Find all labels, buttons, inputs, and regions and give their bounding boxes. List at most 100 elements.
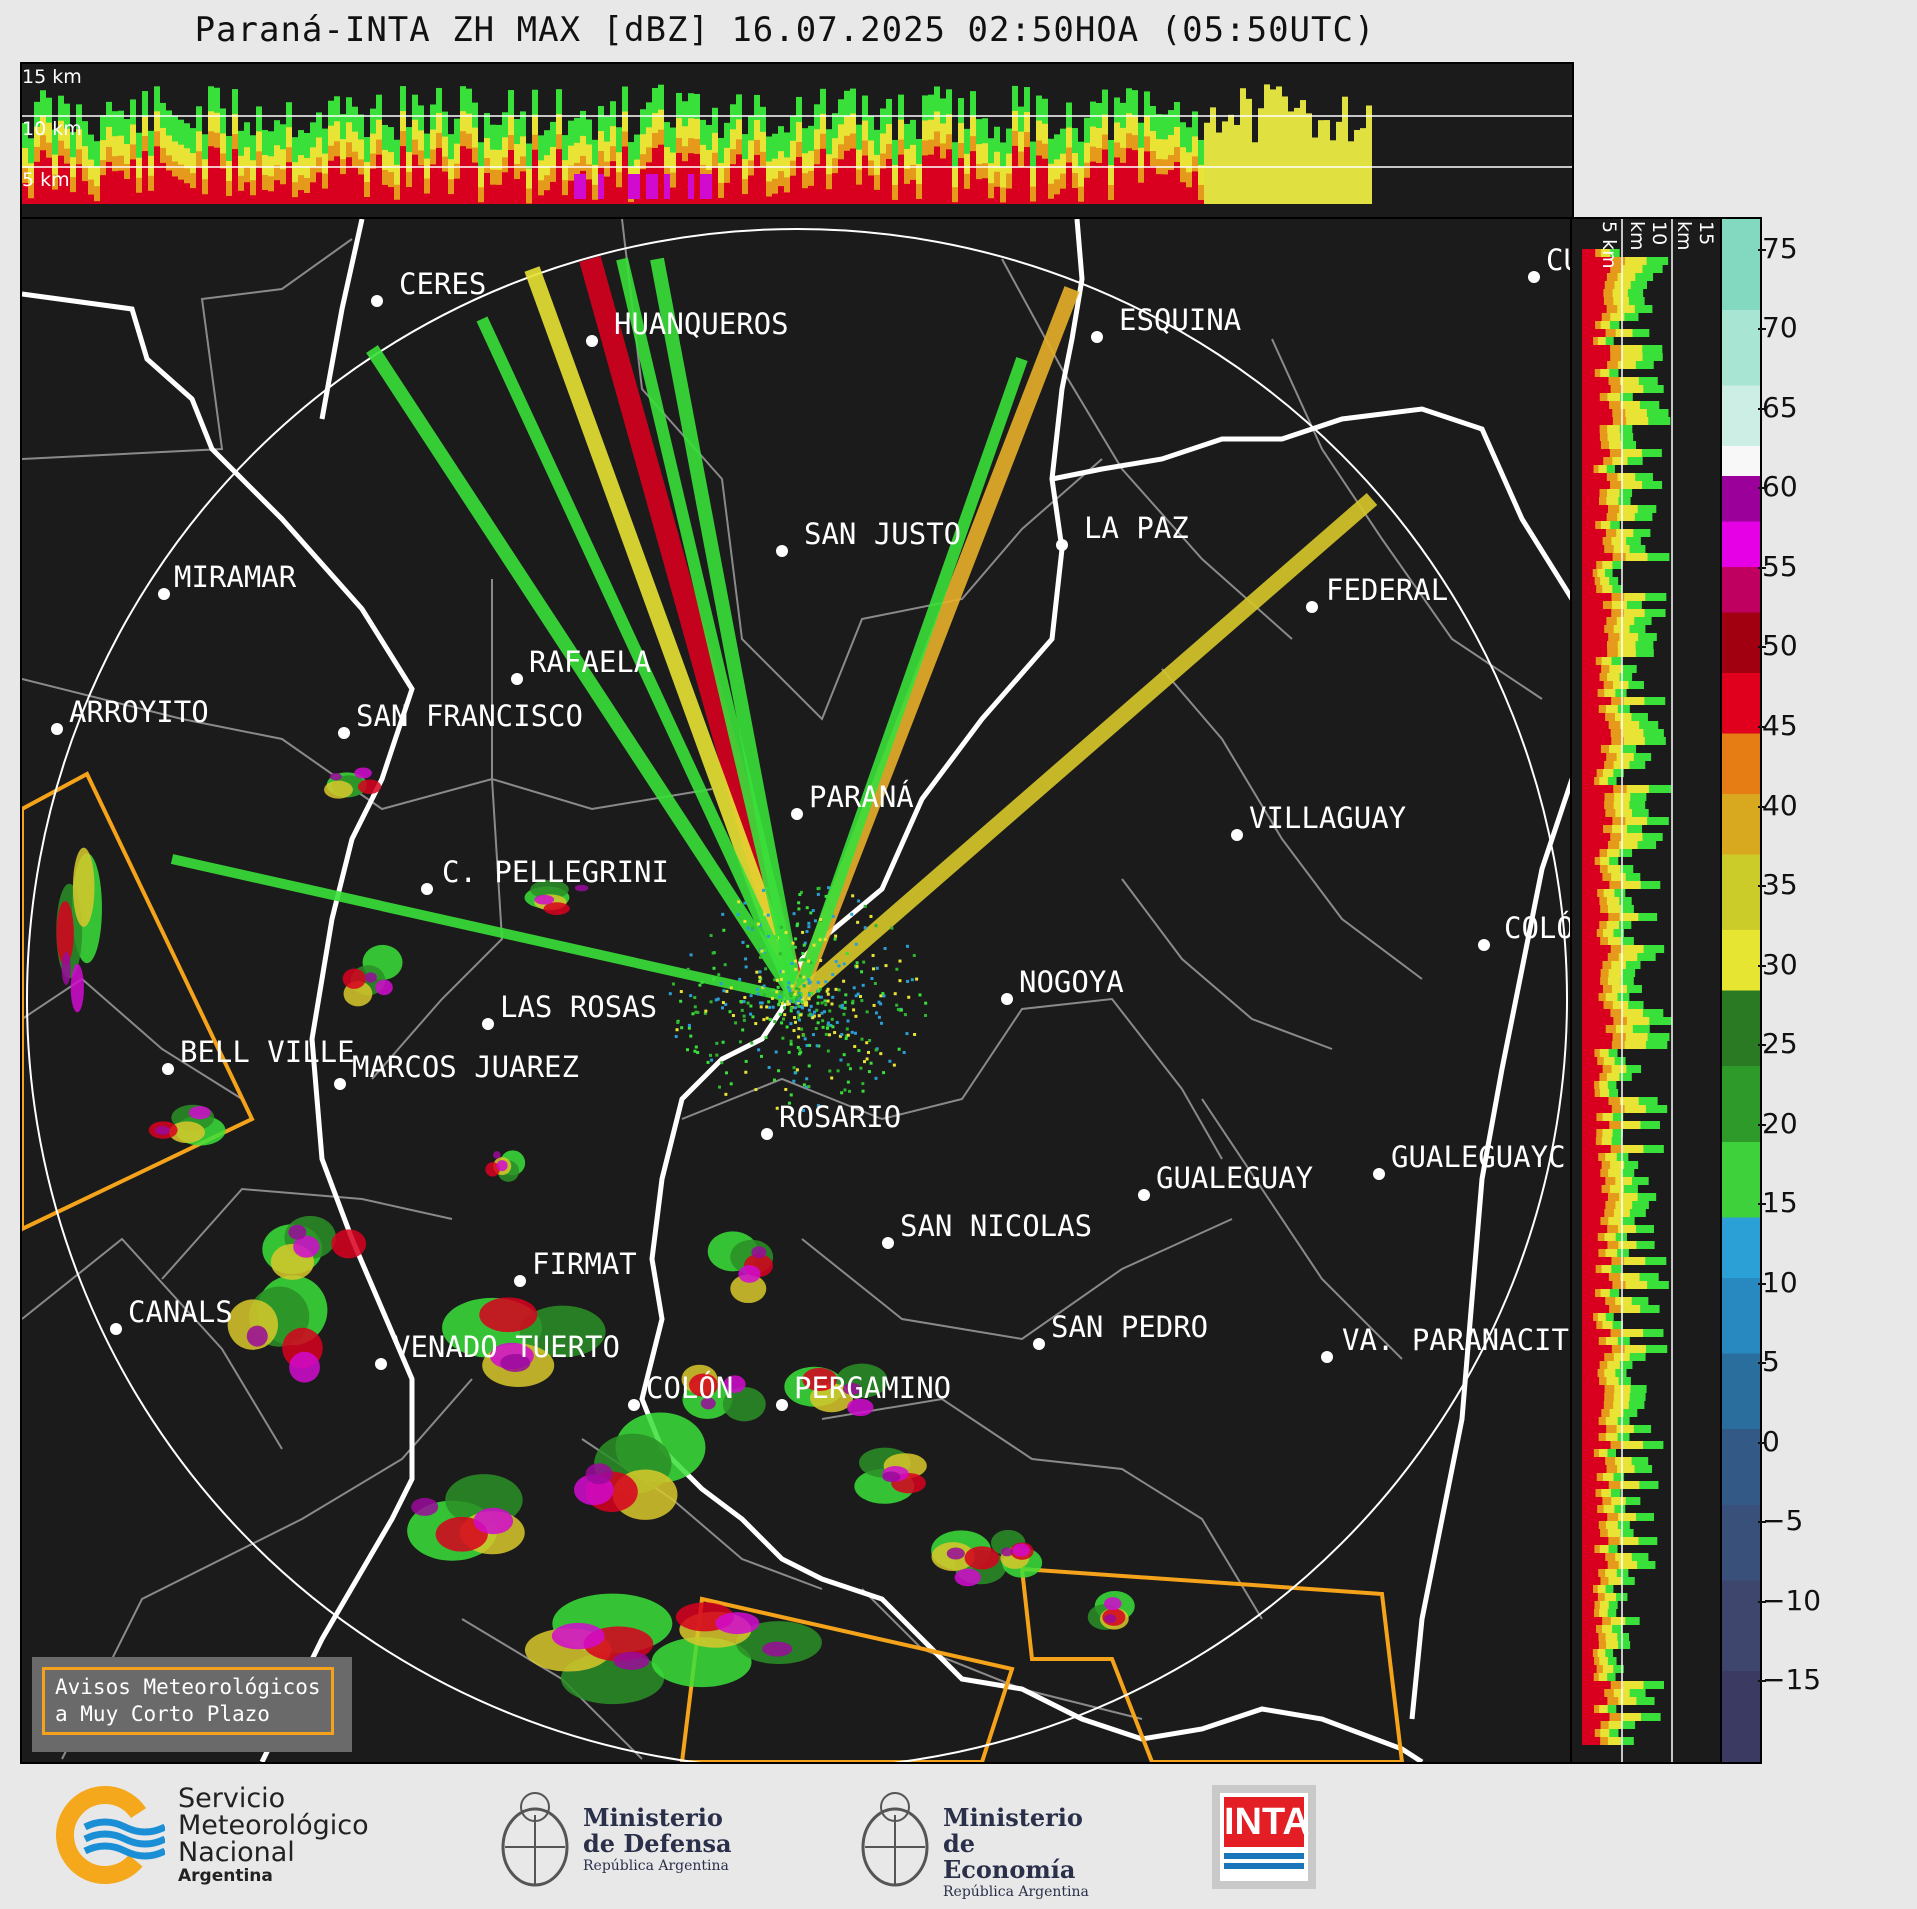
echo (884, 964, 888, 968)
echo (331, 1229, 367, 1259)
top-echo-bar (1030, 186, 1036, 204)
top-echo-bar (70, 192, 76, 204)
side-echo-bar (1582, 545, 1605, 553)
echo (809, 1004, 813, 1008)
echo (797, 1052, 801, 1056)
side-echo-bar (1582, 1129, 1597, 1137)
echo (718, 1085, 722, 1089)
top-echo-bar (190, 188, 196, 204)
side-echo-bar (1582, 1617, 1603, 1625)
echo (710, 1058, 714, 1062)
echo (838, 1004, 842, 1008)
echo (882, 1471, 901, 1482)
echo (759, 1005, 763, 1009)
top-echo-bar (448, 194, 454, 204)
echo (476, 316, 803, 1002)
side-echo-bar (1582, 1073, 1600, 1081)
echo (772, 1078, 776, 1082)
top-echo-bar (394, 164, 400, 204)
side-echo-bar (1582, 625, 1605, 633)
echo (857, 899, 861, 903)
echo (741, 1028, 745, 1032)
echo (817, 886, 821, 890)
echo (791, 492, 1378, 1006)
echo (803, 1037, 807, 1041)
echo (796, 1046, 800, 1050)
echo (802, 1109, 806, 1113)
echo (786, 998, 790, 1002)
echo (912, 954, 916, 958)
side-echo-bar (1582, 417, 1613, 425)
top-echo-bar (1162, 174, 1168, 204)
top-echo-bar (520, 171, 526, 204)
echo (817, 1044, 821, 1048)
top-echo-bar (514, 179, 520, 204)
side-echo-bar (1582, 489, 1600, 497)
side-echo-bar (1582, 1705, 1595, 1713)
echo (848, 1067, 852, 1071)
echo (888, 1059, 892, 1063)
side-echo-bar (1582, 353, 1611, 361)
city-marker (1231, 829, 1243, 841)
echo (773, 935, 777, 939)
side-echo-bar (1582, 1393, 1605, 1401)
top-echo-bar (70, 177, 76, 204)
top-echo-bar (1192, 171, 1198, 204)
echo (789, 1009, 793, 1013)
side-echo-bar (1582, 809, 1606, 817)
echo (812, 1014, 816, 1018)
echo (736, 912, 740, 916)
echo (897, 1047, 901, 1051)
echo (834, 960, 838, 964)
radar-map[interactable]: CERES HUANQUEROS ESQUINA CU SAN JUSTO LA PAZ M… (20, 217, 1574, 1764)
side-echo-bar (1582, 705, 1599, 713)
top-echo-bar (268, 176, 274, 204)
city-label: GUALEGUAY (1156, 1161, 1314, 1195)
top-echo-bar (1216, 192, 1222, 204)
top-echo-bar (394, 199, 400, 204)
echo (813, 919, 817, 923)
echo (863, 1060, 867, 1064)
top-echo-bar (562, 195, 568, 204)
echo (869, 1061, 873, 1065)
side-echo-bar (1582, 1097, 1609, 1105)
colorbar-tick-mark (1758, 1123, 1766, 1126)
city-label: MIRAMAR (174, 560, 297, 594)
echo (867, 1050, 871, 1054)
top-echo-bar (316, 172, 322, 204)
echo (765, 931, 769, 935)
city-marker (628, 1399, 640, 1411)
echo (715, 1612, 760, 1635)
echo (789, 1022, 793, 1026)
echo (903, 1013, 907, 1017)
colorbar-tick-label: 55 (1762, 549, 1798, 583)
top-echo-bar (160, 162, 166, 204)
side-echo-bar (1582, 753, 1607, 761)
avisos-box[interactable]: Avisos Meteorológicos a Muy Corto Plazo (32, 1657, 352, 1752)
avisos-label[interactable]: Avisos Meteorológicos a Muy Corto Plazo (42, 1667, 334, 1735)
side-echo-bar (1582, 553, 1613, 561)
colorbar-tick-label: 60 (1762, 470, 1798, 504)
echo (803, 1002, 807, 1006)
top-echo-bar (1234, 184, 1240, 204)
top-echo-bar (1054, 179, 1060, 204)
echo (754, 1022, 758, 1026)
side-echo-bar (1582, 1217, 1601, 1225)
echo (789, 1039, 793, 1043)
top-echo-bar (592, 199, 598, 204)
smn-line2: Meteorológico (178, 1810, 369, 1841)
top-echo-bar (178, 179, 184, 204)
top-echo-bar (526, 168, 532, 204)
city-marker (776, 1399, 788, 1411)
echo (846, 1033, 850, 1037)
side-echo-bar (1582, 953, 1608, 961)
top-echo-bar (652, 174, 658, 199)
side-echo-bar (1582, 785, 1614, 793)
echo (811, 909, 815, 913)
colorbar-tick-mark (1758, 407, 1766, 410)
echo (896, 1007, 900, 1011)
echo (860, 1037, 864, 1041)
side-echo-bar (1582, 881, 1610, 889)
top-echo-bar (1360, 188, 1366, 204)
echo (865, 1041, 869, 1045)
